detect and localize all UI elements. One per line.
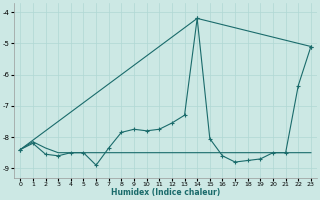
X-axis label: Humidex (Indice chaleur): Humidex (Indice chaleur)	[111, 188, 220, 197]
